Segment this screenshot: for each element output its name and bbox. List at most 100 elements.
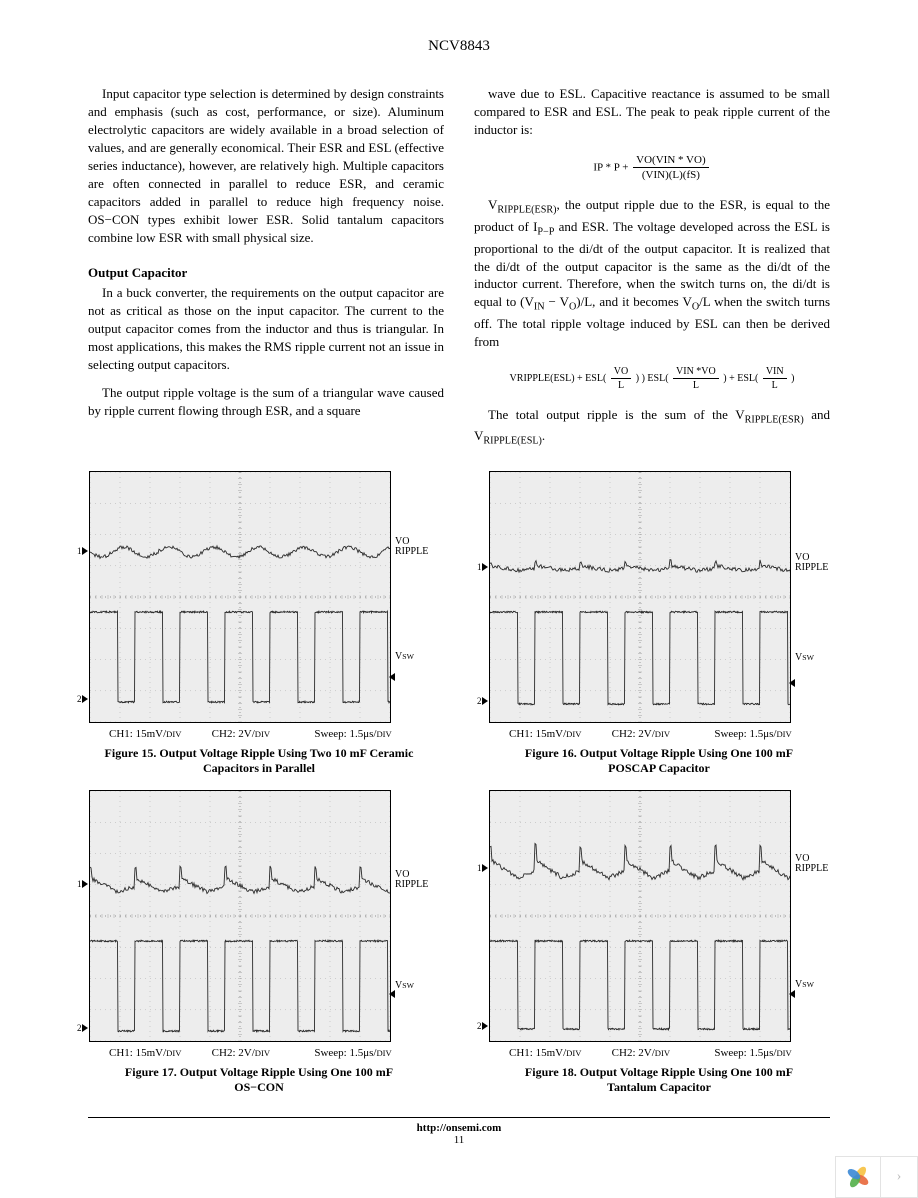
- f2-end: ): [791, 373, 794, 384]
- trace-label-vsw: VSW: [795, 653, 814, 664]
- trace-label-vsw: VSW: [395, 652, 414, 663]
- trace-label-vsw: VSW: [395, 981, 414, 992]
- widget-next-button[interactable]: ›: [881, 1156, 918, 1198]
- side-labels: VORIPPLE VSW: [395, 790, 437, 1040]
- left-column: Input capacitor type selection is determ…: [88, 85, 444, 459]
- p3-sub2: RIPPLE(ESL): [483, 436, 542, 447]
- figure-caption: Figure 18. Output Voltage Ripple Using O…: [504, 1065, 814, 1095]
- trace-label-vo: VORIPPLE: [795, 553, 828, 574]
- figures-block: 1 2 VORIPPLE VSW CH1: 15mV/DIV CH2: 2V/D…: [88, 471, 830, 1095]
- p3c: .: [542, 428, 545, 443]
- formula1-den: (VIN)(L)(fS): [633, 168, 708, 182]
- f2-f3d: L: [763, 379, 787, 392]
- f2-f2d: L: [673, 379, 719, 392]
- part-number: NCV8843: [88, 38, 830, 55]
- f2-f1n: VO: [611, 365, 631, 379]
- ch1-marker: 1: [77, 546, 88, 556]
- p2b-sub: P−P: [537, 227, 554, 238]
- right-p1: wave due to ESL. Capacitive reactance is…: [474, 85, 830, 139]
- p3-sub1: RIPPLE(ESR): [745, 414, 804, 425]
- figure-17: 1 2 VORIPPLE VSW CH1: 15mV/DIV CH2: 2V/D…: [89, 790, 429, 1095]
- footer-sweep: Sweep: 1.5μs/DIV: [314, 1047, 409, 1059]
- left-p1: Input capacitor type selection is determ…: [88, 85, 444, 246]
- scope-screen: [89, 790, 391, 1042]
- ch2-marker: 2: [77, 694, 88, 704]
- ch1-marker: 1: [477, 863, 488, 873]
- figure-row-1: 1 2 VORIPPLE VSW CH1: 15mV/DIV CH2: 2V/D…: [88, 471, 830, 776]
- formula1-frac: VO(VIN * VO) (VIN)(L)(fS): [633, 153, 708, 183]
- left-markers: 1 2: [77, 790, 89, 1040]
- scope-wrap: 1 2 VORIPPLE VSW: [489, 790, 829, 1042]
- scope-wrap: 1 2 VORIPPLE VSW: [89, 471, 429, 723]
- left-p3: The output ripple voltage is the sum of …: [88, 384, 444, 420]
- ch2-marker: 2: [477, 1021, 488, 1031]
- figure-16: 1 2 VORIPPLE VSW CH1: 15mV/DIV CH2: 2V/D…: [489, 471, 829, 776]
- figure-caption: Figure 16. Output Voltage Ripple Using O…: [504, 746, 814, 776]
- ch1-marker: 1: [477, 562, 488, 572]
- left-markers: 1 2: [477, 790, 489, 1040]
- left-markers: 1 2: [477, 471, 489, 721]
- f2-lhs: VRIPPLE(ESL) + ESL(: [510, 373, 607, 384]
- side-labels: VORIPPLE VSW: [795, 471, 837, 721]
- ch2-marker: 2: [77, 1023, 88, 1033]
- footer-url: http://onsemi.com: [88, 1122, 830, 1134]
- scope-wrap: 1 2 VORIPPLE VSW: [489, 471, 829, 723]
- f2-m2: ) + ESL(: [723, 373, 758, 384]
- p2c-sub1: IN: [534, 302, 545, 313]
- left-p2: In a buck converter, the requirements on…: [88, 284, 444, 374]
- f2-m1: ) ) ESL(: [636, 373, 669, 384]
- footer-ch1: CH1: 15mV/DIV: [509, 728, 604, 740]
- p2a-sub: RIPPLE(ESR): [497, 205, 556, 216]
- footer-sweep: Sweep: 1.5μs/DIV: [714, 728, 809, 740]
- formula-2: VRIPPLE(ESL) + ESL( VOL ) ) ESL( VIN *VO…: [474, 365, 830, 392]
- trace-label-vo: VORIPPLE: [795, 854, 828, 875]
- formula-1: IP * P + VO(VIN * VO) (VIN)(L)(fS): [474, 153, 830, 183]
- scope-screen: [89, 471, 391, 723]
- f2-f2n: VIN *VO: [673, 365, 719, 379]
- p2a: V: [488, 197, 497, 212]
- figure-row-2: 1 2 VORIPPLE VSW CH1: 15mV/DIV CH2: 2V/D…: [88, 790, 830, 1095]
- p3a: The total output ripple is the sum of th…: [488, 407, 745, 422]
- side-labels: VORIPPLE VSW: [395, 471, 437, 721]
- scope-screen: [489, 471, 791, 723]
- page-number: 11: [88, 1134, 830, 1146]
- footer-ch1: CH1: 15mV/DIV: [509, 1047, 604, 1059]
- footer-ch1: CH1: 15mV/DIV: [109, 728, 204, 740]
- scope-wrap: 1 2 VORIPPLE VSW: [89, 790, 429, 1042]
- footer-sweep: Sweep: 1.5μs/DIV: [714, 1047, 809, 1059]
- scope-footer: CH1: 15mV/DIV CH2: 2V/DIV Sweep: 1.5μs/D…: [509, 728, 809, 740]
- output-capacitor-heading: Output Capacitor: [88, 264, 444, 282]
- side-labels: VORIPPLE VSW: [795, 790, 837, 1040]
- right-column: wave due to ESL. Capacitive reactance is…: [474, 85, 830, 459]
- figure-caption: Figure 15. Output Voltage Ripple Using T…: [104, 746, 414, 776]
- ch2-marker: 2: [477, 696, 488, 706]
- trace-label-vsw: VSW: [795, 980, 814, 991]
- scope-screen: [489, 790, 791, 1042]
- left-markers: 1 2: [77, 471, 89, 721]
- footer-ch2: CH2: 2V/DIV: [212, 1047, 307, 1059]
- scope-footer: CH1: 15mV/DIV CH2: 2V/DIV Sweep: 1.5μs/D…: [509, 1047, 809, 1059]
- footer-ch2: CH2: 2V/DIV: [612, 1047, 707, 1059]
- footer-ch2: CH2: 2V/DIV: [212, 728, 307, 740]
- f2-f3n: VIN: [763, 365, 787, 379]
- footer-ch1: CH1: 15mV/DIV: [109, 1047, 204, 1059]
- widget-logo-icon[interactable]: [835, 1156, 881, 1198]
- right-p3: The total output ripple is the sum of th…: [474, 406, 830, 449]
- f2-f1d: L: [611, 379, 631, 392]
- footer-rule: [88, 1117, 830, 1118]
- ch1-marker: 1: [77, 879, 88, 889]
- scope-footer: CH1: 15mV/DIV CH2: 2V/DIV Sweep: 1.5μs/D…: [109, 728, 409, 740]
- scope-footer: CH1: 15mV/DIV CH2: 2V/DIV Sweep: 1.5μs/D…: [109, 1047, 409, 1059]
- body-columns: Input capacitor type selection is determ…: [88, 85, 830, 459]
- footer-sweep: Sweep: 1.5μs/DIV: [314, 728, 409, 740]
- formula1-num: VO(VIN * VO): [633, 153, 708, 168]
- corner-widget: ›: [835, 1156, 918, 1196]
- right-p2: VRIPPLE(ESR), the output ripple due to t…: [474, 196, 830, 350]
- p2e: )/L, and it becomes V: [576, 294, 692, 309]
- p2d: − V: [545, 294, 569, 309]
- formula1-lhs: IP * P +: [593, 161, 628, 173]
- trace-label-vo: VORIPPLE: [395, 537, 428, 558]
- figure-caption: Figure 17. Output Voltage Ripple Using O…: [104, 1065, 414, 1095]
- figure-18: 1 2 VORIPPLE VSW CH1: 15mV/DIV CH2: 2V/D…: [489, 790, 829, 1095]
- footer-ch2: CH2: 2V/DIV: [612, 728, 707, 740]
